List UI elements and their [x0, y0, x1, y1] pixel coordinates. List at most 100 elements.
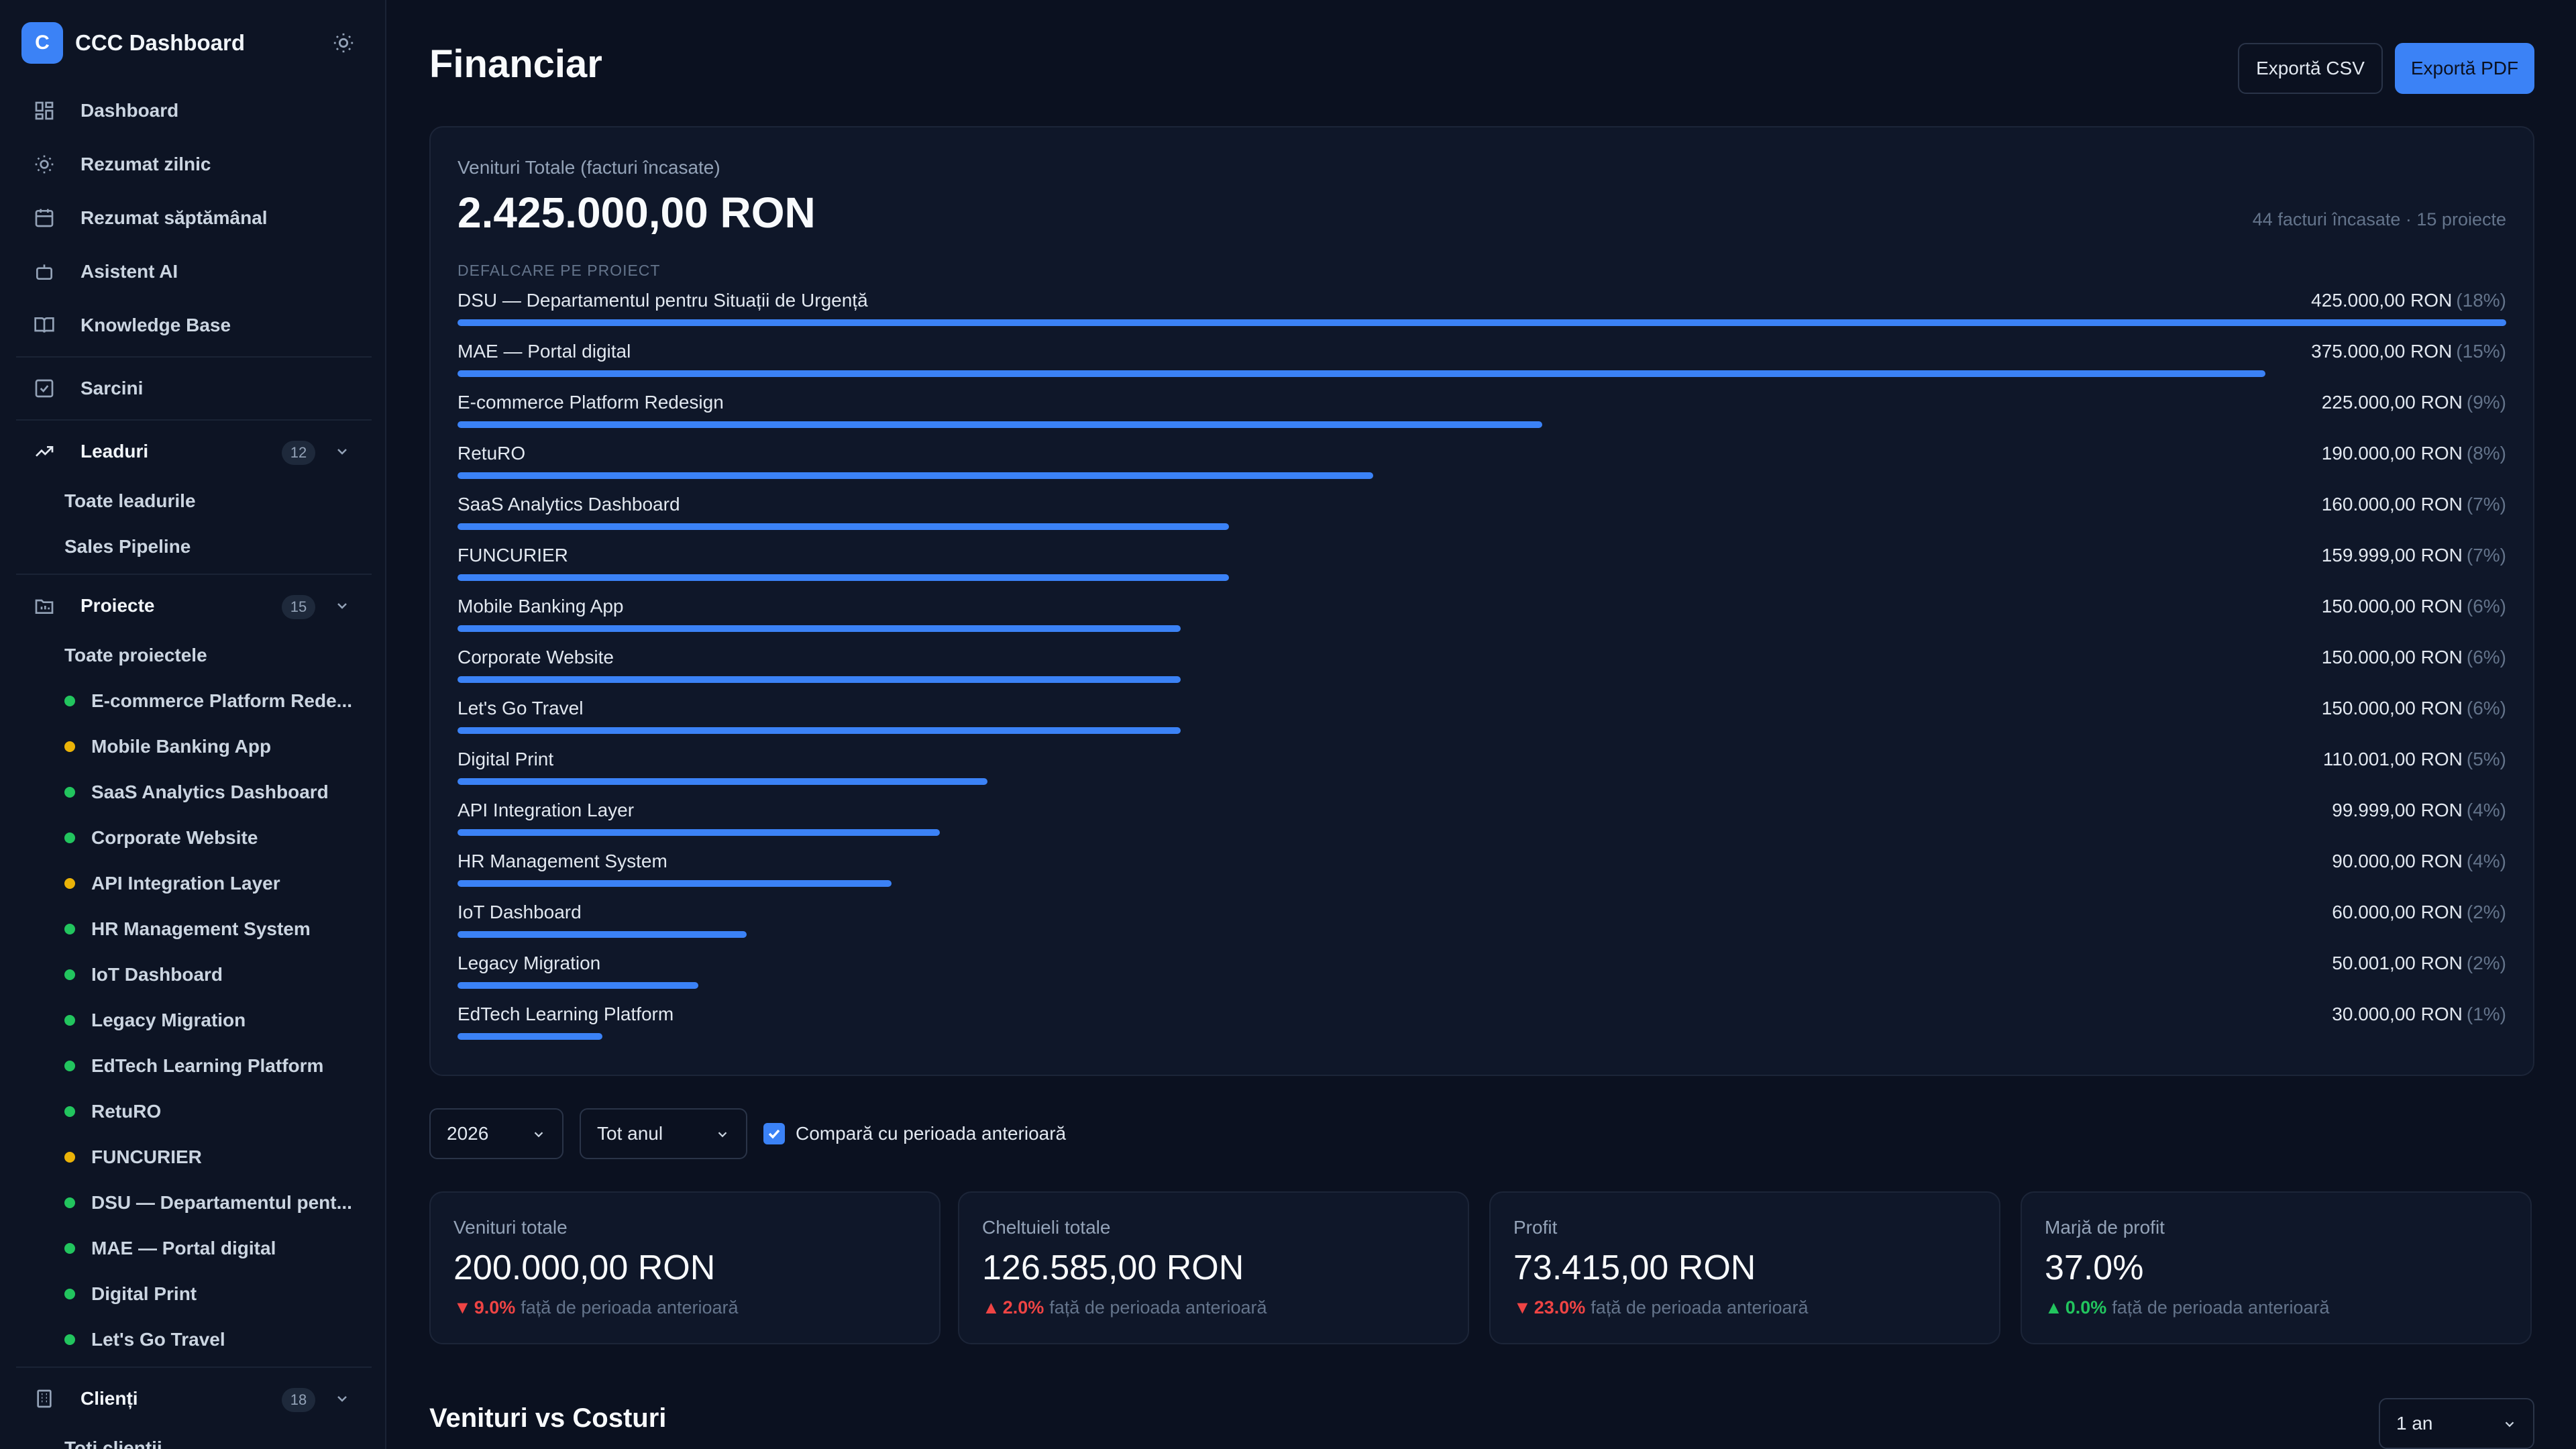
project-revenue-row: DSU — Departamentul pentru Situații de U…	[458, 290, 2506, 341]
bar-value-group: 90.000,00 RON (4%)	[2332, 851, 2506, 872]
bar-value-group: 225.000,00 RON (9%)	[2322, 392, 2506, 413]
sidebar-item-daily-summary[interactable]: Rezumat zilnic	[16, 138, 372, 191]
bar	[458, 523, 1229, 530]
revenue-vs-costs-title: Venituri vs Costuri	[429, 1403, 667, 1433]
sidebar-project-item[interactable]: IoT Dashboard	[16, 952, 372, 998]
sidebar-item-dashboard[interactable]: Dashboard	[16, 84, 372, 138]
bar	[458, 421, 1542, 428]
bar-percent-label: (7%)	[2466, 494, 2506, 515]
bar-percent-label: (15%)	[2456, 341, 2506, 362]
bar	[458, 880, 892, 887]
kpi-delta: ▼ 9.0% față de perioada anterioară	[453, 1297, 739, 1318]
project-revenue-row: Mobile Banking App 150.000,00 RON (6%)	[458, 596, 2506, 647]
chevron-down-icon[interactable]	[333, 596, 352, 615]
project-revenue-row: Let's Go Travel 150.000,00 RON (6%)	[458, 698, 2506, 749]
sidebar-project-item[interactable]: Mobile Banking App	[16, 724, 372, 769]
period-select[interactable]: Tot anul	[580, 1108, 747, 1159]
status-dot-icon	[64, 1334, 75, 1345]
sidebar-item-weekly-summary[interactable]: Rezumat săptămânal	[16, 191, 372, 245]
revenue-meta: 44 facturi încasate · 15 proiecte	[2252, 209, 2506, 229]
chevron-down-icon[interactable]	[333, 1389, 352, 1408]
sidebar-subitem-all-clients[interactable]: Toți clienții	[64, 1438, 162, 1449]
compare-toggle[interactable]: Compară cu perioada anterioară	[763, 1122, 1066, 1146]
status-dot-icon	[64, 833, 75, 843]
brand-title: CCC Dashboard	[75, 30, 246, 55]
bar-category-label: DSU — Departamentul pentru Situații de U…	[458, 290, 868, 311]
sidebar-project-item[interactable]: Legacy Migration	[16, 998, 372, 1043]
grid-icon	[32, 99, 56, 123]
sidebar-subitem-all-projects[interactable]: Toate proiectele	[64, 645, 207, 665]
project-revenue-row: MAE — Portal digital 375.000,00 RON (15%)	[458, 341, 2506, 392]
sidebar-item-ai-assistant[interactable]: Asistent AI	[16, 245, 372, 299]
clients-count-badge: 18	[282, 1388, 315, 1412]
kpi-label: Venituri totale	[453, 1217, 568, 1238]
sidebar-section-leads[interactable]: Leaduri 12	[16, 425, 372, 478]
sidebar-project-item[interactable]: E-commerce Platform Rede...	[16, 678, 372, 724]
bar-value-group: 375.000,00 RON (15%)	[2311, 341, 2506, 362]
export-csv-button[interactable]: Exportă CSV	[2238, 43, 2383, 94]
bar-value-label: 160.000,00 RON	[2321, 494, 2463, 515]
sidebar-project-item[interactable]: MAE — Portal digital	[16, 1226, 372, 1271]
bar-value-group: 160.000,00 RON (7%)	[2322, 494, 2506, 515]
bar-value-label: 190.000,00 RON	[2321, 443, 2463, 464]
bar-category-label: SaaS Analytics Dashboard	[458, 494, 680, 515]
chevron-down-icon	[714, 1126, 731, 1143]
compare-checkbox[interactable]	[763, 1123, 785, 1144]
year-select[interactable]: 2026	[429, 1108, 564, 1159]
sidebar-project-item[interactable]: DSU — Departamentul pent...	[16, 1180, 372, 1226]
sidebar-section-projects[interactable]: Proiecte 15	[16, 579, 372, 633]
year-select-value: 2026	[447, 1123, 489, 1144]
bar-percent-label: (6%)	[2466, 698, 2506, 718]
sidebar-project-label: HR Management System	[91, 918, 311, 939]
sidebar-project-label: Mobile Banking App	[91, 736, 272, 757]
revenue-label: Venituri Totale (facturi încasate)	[458, 157, 720, 178]
chevron-down-icon[interactable]	[333, 442, 352, 461]
sidebar-project-item[interactable]: FUNCURIER	[16, 1134, 372, 1180]
bar	[458, 319, 2506, 326]
sidebar-project-item[interactable]: RetuRO	[16, 1089, 372, 1134]
bar-value-group: 99.999,00 RON (4%)	[2332, 800, 2506, 821]
sidebar-section-clients[interactable]: Clienți 18	[16, 1372, 372, 1426]
sidebar-divider	[16, 356, 372, 358]
bar-percent-label: (6%)	[2466, 596, 2506, 616]
sidebar-project-label: SaaS Analytics Dashboard	[91, 782, 329, 802]
sidebar-divider	[16, 1366, 372, 1368]
sidebar-project-item[interactable]: Corporate Website	[16, 815, 372, 861]
brand[interactable]: C CCC Dashboard	[21, 21, 245, 64]
theme-toggle-button[interactable]	[327, 27, 360, 59]
sidebar-item-label: Rezumat săptămânal	[80, 207, 268, 228]
sidebar-subitem-all-leads[interactable]: Toate leadurile	[64, 490, 196, 511]
bar	[458, 676, 1181, 683]
bar-category-label: Corporate Website	[458, 647, 614, 667]
trending-up-icon	[32, 439, 56, 464]
export-pdf-button[interactable]: Exportă PDF	[2395, 43, 2534, 94]
sidebar-project-item[interactable]: EdTech Learning Platform	[16, 1043, 372, 1089]
bar-value-label: 60.000,00 RON	[2332, 902, 2463, 922]
bar-value-label: 50.001,00 RON	[2332, 953, 2463, 973]
bar-value-label: 225.000,00 RON	[2321, 392, 2463, 413]
sidebar-item-tasks[interactable]: Sarcini	[16, 362, 372, 415]
bar-category-label: E-commerce Platform Redesign	[458, 392, 724, 413]
bar-percent-label: (8%)	[2466, 443, 2506, 464]
sidebar-project-item[interactable]: HR Management System	[16, 906, 372, 952]
sidebar-project-item[interactable]: Digital Print	[16, 1271, 372, 1317]
brand-logo: C	[21, 22, 63, 64]
sidebar-divider	[16, 419, 372, 421]
sidebar-item-label: Sarcini	[80, 378, 144, 398]
sidebar-project-item[interactable]: API Integration Layer	[16, 861, 372, 906]
kpi-label: Cheltuieli totale	[982, 1217, 1111, 1238]
sidebar-subitem-sales-pipeline[interactable]: Sales Pipeline	[64, 536, 191, 557]
bar-percent-label: (1%)	[2466, 1004, 2506, 1024]
sun-icon	[32, 152, 56, 176]
range-select[interactable]: 1 an	[2379, 1398, 2534, 1449]
kpi-delta: ▼ 23.0% față de perioada anterioară	[1513, 1297, 1809, 1318]
project-revenue-row: Corporate Website 150.000,00 RON (6%)	[458, 647, 2506, 698]
sidebar-project-item[interactable]: SaaS Analytics Dashboard	[16, 769, 372, 815]
kpi-delta-suffix: față de perioada anterioară	[1591, 1297, 1809, 1318]
kpi-value: 200.000,00 RON	[453, 1248, 716, 1287]
sidebar: C CCC Dashboard Dashboard Rezumat zilnic…	[0, 0, 386, 1449]
sidebar-item-knowledge-base[interactable]: Knowledge Base	[16, 299, 372, 352]
sidebar-project-item[interactable]: Let's Go Travel	[16, 1317, 372, 1362]
status-dot-icon	[64, 1243, 75, 1254]
sidebar-section-label: Leaduri	[80, 441, 149, 462]
